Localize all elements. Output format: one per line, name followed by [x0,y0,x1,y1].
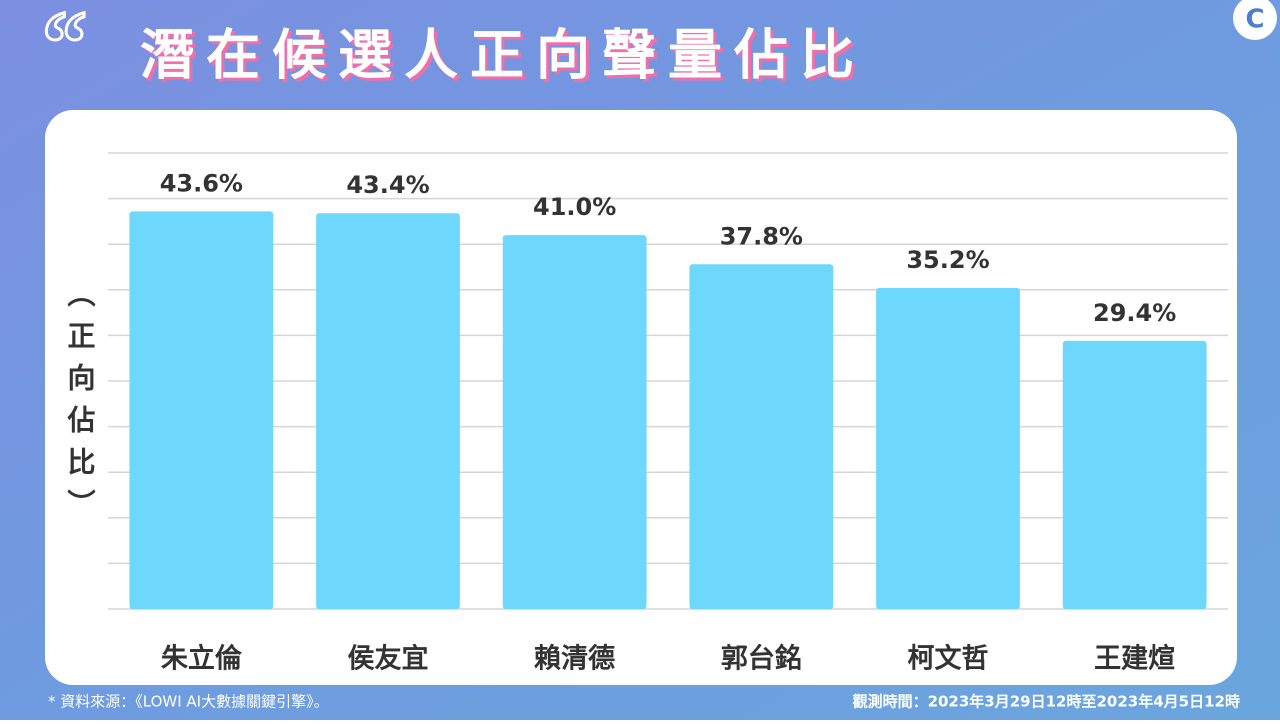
observation-time: 觀測時間：2023年3月29日12時至2023年4月5日12時 [853,693,1240,711]
bar [1062,340,1207,609]
logo [1233,0,1277,40]
x-tick-label: 柯文哲 [908,643,989,675]
x-tick-label: 侯友宜 [348,643,429,675]
value-label: 41.0% [533,193,616,221]
x-tick-label: 賴清德 [534,644,615,675]
x-tick-label: 王建煊 [1094,643,1175,675]
title-shadow: 潛在候選人正向聲量佔比 [143,27,869,90]
bar [876,287,1020,609]
x-tick-label: 朱立倫 [161,643,243,675]
x-tick-label: 郭台銘 [721,643,802,675]
y-axis-label: （正向佔比） [64,279,97,531]
bar [316,213,460,609]
chart-title: 潛在候選人正向聲量佔比 [140,24,866,87]
quote-mark: “ [42,0,87,93]
bar [502,235,647,609]
value-label: 43.4% [346,171,429,199]
bar [689,264,834,609]
logo-letter: C [1245,5,1264,35]
value-label: 37.8% [720,222,803,250]
source-note: * 資料來源：《LOWI AI大數據關鍵引擎》。 [48,693,329,711]
value-label: 43.6% [160,169,243,197]
bar [129,211,274,610]
value-label: 35.2% [906,246,989,274]
value-label: 29.4% [1093,299,1176,327]
